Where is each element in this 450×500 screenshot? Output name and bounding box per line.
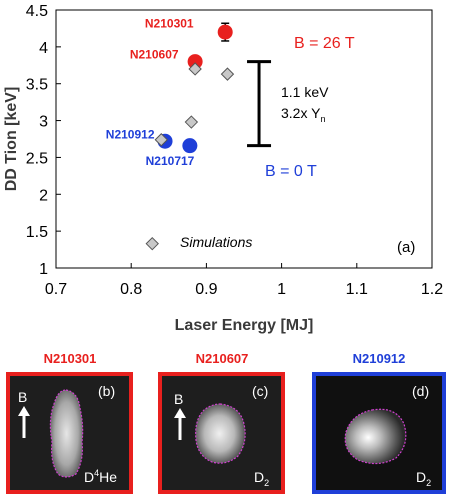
data-point-n210717 bbox=[182, 138, 198, 154]
x-tick-label: 1.1 bbox=[346, 281, 368, 298]
panel-b-graphic: B (b) D4He bbox=[10, 376, 129, 490]
y-tick-label: 2.5 bbox=[26, 150, 48, 167]
x-tick-label: 1 bbox=[277, 281, 286, 298]
delta-tion-label: 1.1 keV bbox=[281, 84, 329, 100]
panel-b-title: N210301 bbox=[43, 351, 97, 366]
panel-c-graphic: B (c) D2 bbox=[162, 376, 281, 490]
panel-d-label: (d) bbox=[412, 383, 429, 399]
panel-c-label: (c) bbox=[252, 383, 268, 399]
x-tick-label: 0.7 bbox=[45, 281, 67, 298]
x-tick-label: 1.2 bbox=[421, 281, 443, 298]
panel-c-b-label: B bbox=[174, 391, 183, 407]
panel-d-image: (d) D2 bbox=[312, 372, 446, 494]
panel-d-emission-blob bbox=[344, 408, 407, 465]
y-tick-label: 1 bbox=[39, 261, 48, 278]
simulation-point bbox=[184, 115, 199, 129]
data-point-n210301 bbox=[217, 24, 233, 40]
panel-c-b-arrow-head bbox=[174, 408, 186, 418]
point-label-n210607: N210607 bbox=[130, 48, 179, 62]
data-point-n210607 bbox=[187, 54, 203, 70]
point-label-n210912: N210912 bbox=[106, 127, 155, 141]
y-tick-label: 4 bbox=[39, 40, 48, 57]
x-axis-label: Laser Energy [MJ] bbox=[175, 317, 314, 334]
panel-c-title: N210607 bbox=[195, 351, 249, 366]
simulations-legend-label: Simulations bbox=[180, 234, 252, 250]
panel-b-label: (b) bbox=[98, 383, 115, 399]
y-tick-label: 3 bbox=[39, 114, 48, 131]
simulations-legend-marker bbox=[145, 236, 159, 251]
b26-annotation: B = 26 T bbox=[294, 35, 355, 52]
x-tick-label: 0.9 bbox=[195, 281, 217, 298]
y-tick-label: 3.5 bbox=[26, 77, 48, 94]
panel-b-image: B (b) D4He bbox=[6, 372, 133, 494]
simulation-point bbox=[188, 62, 202, 76]
panel-a-label: (a) bbox=[397, 239, 415, 256]
panel-c-image: B (c) D2 bbox=[158, 372, 285, 494]
panel-c-species: D2 bbox=[254, 469, 269, 488]
panel-d-title: N210912 bbox=[352, 351, 406, 366]
y-tick-label: 2 bbox=[39, 187, 48, 204]
y-tick-label: 1.5 bbox=[26, 224, 48, 241]
simulation-point bbox=[220, 67, 235, 81]
panel-b-emission-blob bbox=[49, 389, 84, 478]
plot-frame bbox=[55, 9, 433, 269]
y-axis-label: DD Tion [keV] bbox=[3, 87, 20, 192]
simulation-point bbox=[154, 133, 168, 147]
panel-b-b-label: B bbox=[18, 389, 27, 405]
delta-yield-label: 3.2x Yn bbox=[281, 105, 325, 124]
point-label-n210717: N210717 bbox=[146, 154, 195, 168]
y-tick-label: 4.5 bbox=[26, 3, 48, 20]
point-label-n210301: N210301 bbox=[145, 17, 194, 31]
panel-c-emission-blob bbox=[195, 403, 246, 464]
tion-vs-energy-chart: 0.7 0.8 0.9 1 1.1 1.2 1 1.5 2 2.5 3 3.5 4 4.5 N210301… bbox=[3, 3, 443, 334]
b0-annotation: B = 0 T bbox=[265, 163, 317, 180]
panel-d-species: D2 bbox=[416, 469, 431, 488]
panel-d-graphic: (d) D2 bbox=[316, 376, 442, 490]
panel-b-b-arrow-head bbox=[18, 406, 30, 416]
panel-b-species: D4He bbox=[84, 468, 117, 485]
x-tick-label: 0.8 bbox=[120, 281, 142, 298]
